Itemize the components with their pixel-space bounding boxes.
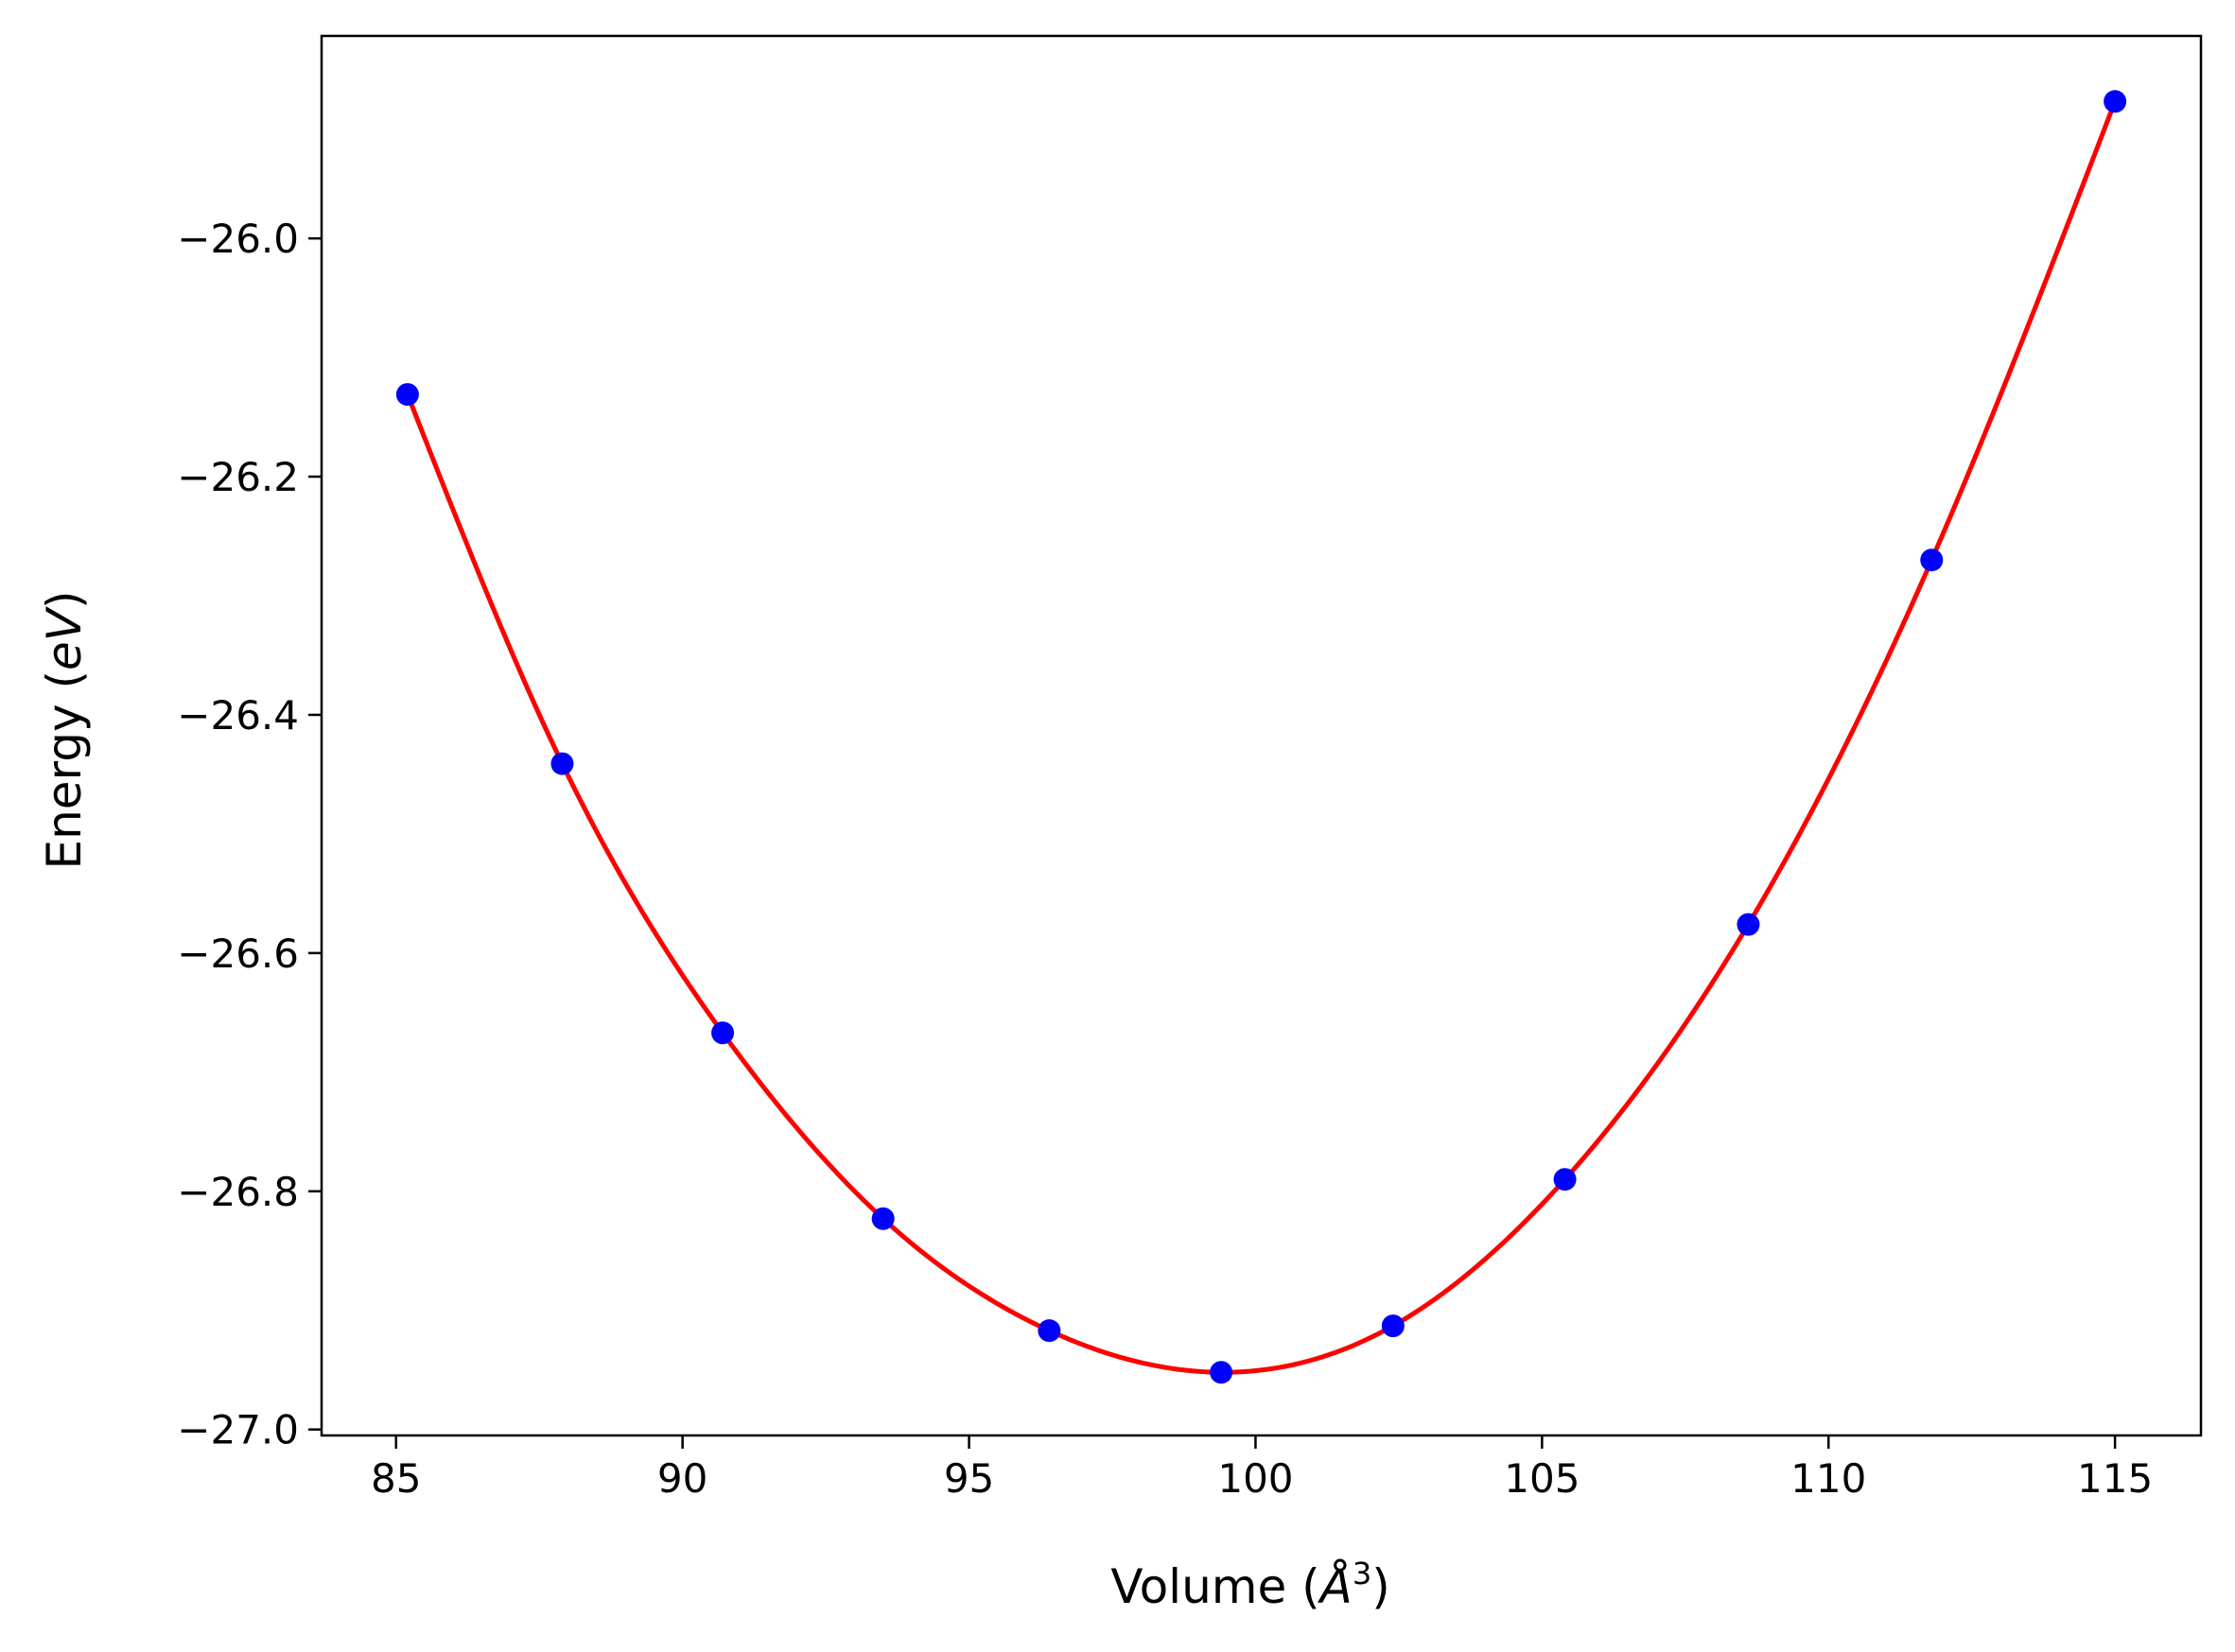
data-point xyxy=(1737,913,1760,936)
y-tick-label: −26.4 xyxy=(177,692,299,739)
data-point xyxy=(1920,548,1944,572)
y-axis-title: Energy (eV) xyxy=(37,591,92,870)
x-tick-label: 90 xyxy=(657,1455,707,1502)
data-point xyxy=(1210,1361,1233,1384)
x-tick-label: 95 xyxy=(944,1455,994,1502)
y-tick-label: −27.0 xyxy=(177,1407,299,1453)
plot-frame xyxy=(320,34,2203,1437)
x-tick-label: 105 xyxy=(1504,1455,1580,1502)
x-tick-label: 100 xyxy=(1217,1455,1293,1502)
data-point xyxy=(1553,1168,1577,1191)
plot-area xyxy=(395,90,2127,1384)
x-tick-label: 85 xyxy=(371,1455,421,1502)
data-point xyxy=(550,752,574,775)
data-point xyxy=(2104,90,2127,113)
y-tick-label: −26.6 xyxy=(177,930,299,977)
y-tick-label: −26.0 xyxy=(177,216,299,262)
x-tick-label: 115 xyxy=(2077,1455,2153,1502)
y-tick-label: −26.2 xyxy=(177,454,299,500)
data-point xyxy=(1381,1314,1405,1338)
x-axis-title: Volume (Å3) xyxy=(1110,1556,1389,1614)
y-tick-label: −26.8 xyxy=(177,1169,299,1215)
axes: 85 90 95 100 105 110 115 −26.0 −26.2 −26.4 −26.6 −2… xyxy=(177,34,2203,1502)
data-point xyxy=(1038,1319,1061,1343)
data-point xyxy=(395,383,419,407)
data-point xyxy=(711,1021,735,1045)
data-point xyxy=(871,1207,895,1230)
x-tick-label: 110 xyxy=(1790,1455,1866,1502)
